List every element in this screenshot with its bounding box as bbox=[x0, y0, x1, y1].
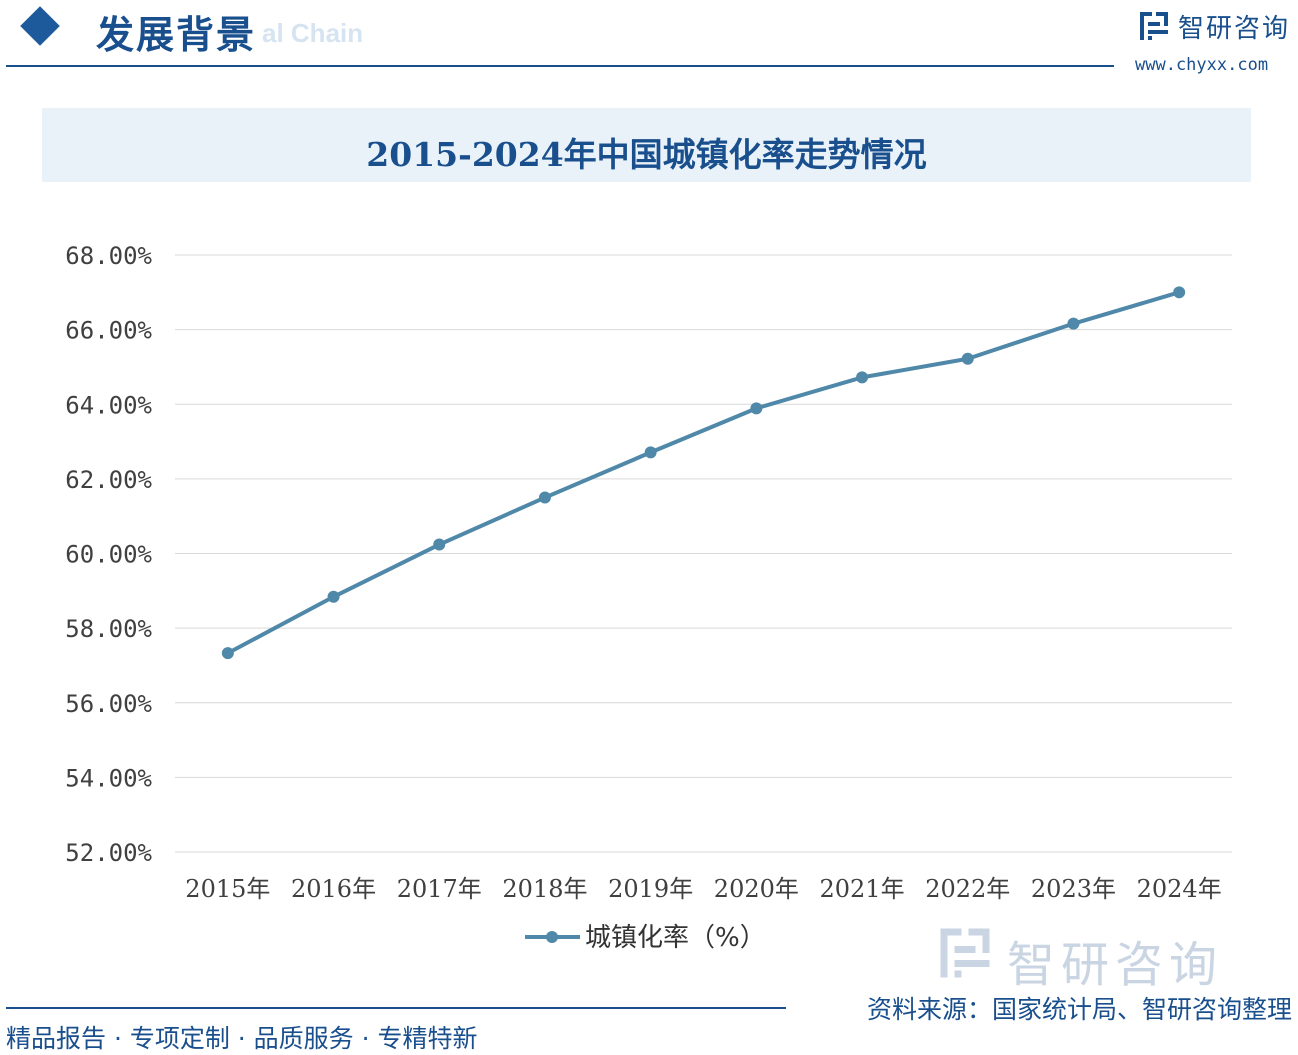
header-ghost-text: al Chain bbox=[262, 18, 364, 48]
y-tick-label: 62.00% bbox=[65, 466, 152, 494]
data-point bbox=[1067, 317, 1080, 330]
x-tick-label: 2019年 bbox=[608, 875, 693, 903]
data-point bbox=[750, 402, 763, 415]
data-point bbox=[433, 538, 446, 551]
data-point bbox=[1173, 286, 1186, 299]
data-point bbox=[538, 491, 551, 504]
x-tick-label: 2017年 bbox=[397, 875, 482, 903]
y-tick-label: 58.00% bbox=[65, 615, 152, 643]
y-tick-label: 56.00% bbox=[65, 690, 152, 718]
y-tick-label: 54.00% bbox=[65, 764, 152, 792]
y-tick-label: 66.00% bbox=[65, 317, 152, 345]
data-point bbox=[856, 371, 869, 384]
brand-watermark: 智研咨询 bbox=[935, 925, 1265, 993]
x-tick-label: 2020年 bbox=[714, 875, 799, 903]
x-tick-label: 2022年 bbox=[925, 875, 1010, 903]
x-tick-label: 2016年 bbox=[291, 875, 376, 903]
brand-url: www.chyxx.com bbox=[1135, 55, 1269, 75]
data-point bbox=[961, 352, 974, 365]
x-tick-label: 2024年 bbox=[1137, 875, 1222, 903]
watermark-brand-name: 智研咨询 bbox=[1007, 937, 1224, 993]
y-tick-label: 68.00% bbox=[65, 242, 152, 270]
brand-logo-icon bbox=[1140, 12, 1168, 40]
series-line bbox=[226, 290, 1180, 655]
chart-title: 2015-2024年中国城镇化率走势情况 bbox=[366, 135, 927, 174]
header: al Chain 发展背景 智研咨询 www.chyxx.com bbox=[0, 0, 1298, 80]
watermark-logo-icon bbox=[940, 928, 990, 978]
data-point bbox=[644, 446, 657, 459]
section-title: 发展背景 bbox=[96, 12, 257, 57]
header-divider bbox=[6, 65, 1114, 67]
chart-title-band: 2015-2024年中国城镇化率走势情况 bbox=[42, 108, 1251, 182]
x-tick-label: 2021年 bbox=[820, 875, 905, 903]
data-point bbox=[327, 590, 340, 603]
footer-slogan: 精品报告 · 专项定制 · 品质服务 · 专精特新 bbox=[6, 1024, 478, 1053]
brand-name: 智研咨询 bbox=[1178, 14, 1291, 44]
legend-marker bbox=[546, 931, 558, 943]
x-tick-label: 2015年 bbox=[185, 875, 270, 903]
legend-label: 城镇化率（%） bbox=[585, 923, 766, 953]
x-tick-label: 2023年 bbox=[1031, 875, 1116, 903]
x-tick-label: 2018年 bbox=[502, 875, 587, 903]
y-tick-label: 60.00% bbox=[65, 541, 152, 569]
footer-source: 资料来源：国家统计局、智研咨询整理 bbox=[866, 995, 1292, 1024]
data-point bbox=[221, 647, 234, 660]
y-tick-label: 52.00% bbox=[65, 839, 152, 867]
y-tick-label: 64.00% bbox=[65, 391, 152, 419]
footer-divider bbox=[6, 1007, 786, 1009]
